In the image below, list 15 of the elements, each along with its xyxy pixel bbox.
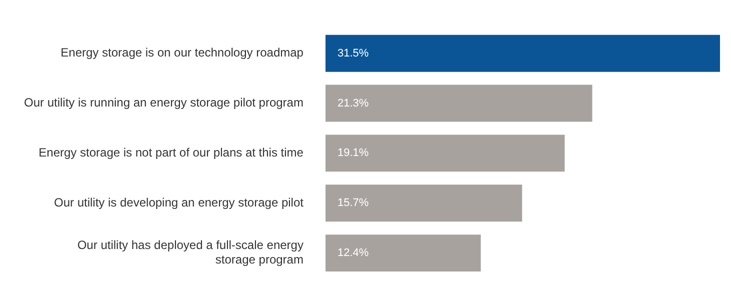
y-tick-label: Energy storage is on our technology roadmap (60, 46, 304, 60)
bar (325, 234, 481, 272)
bar (325, 84, 592, 122)
bar (325, 134, 565, 172)
data-label: 12.4% (337, 247, 369, 260)
y-tick-label: Our utility is running an energy storage pilot program (24, 96, 304, 110)
bar (325, 34, 720, 72)
y-tick-label: Our utility is developing an energy storage pilot (54, 195, 304, 210)
data-label: 19.1% (337, 147, 369, 160)
bar (325, 184, 522, 222)
y-tick-label: Energy storage is not part of our plans at this time (38, 146, 304, 160)
data-label: 15.7% (337, 197, 369, 210)
data-label: 21.3% (337, 97, 369, 110)
y-tick-label: Our utility has deployed a full-scale energy storage program (77, 238, 304, 267)
data-label: 31.5% (337, 47, 369, 60)
